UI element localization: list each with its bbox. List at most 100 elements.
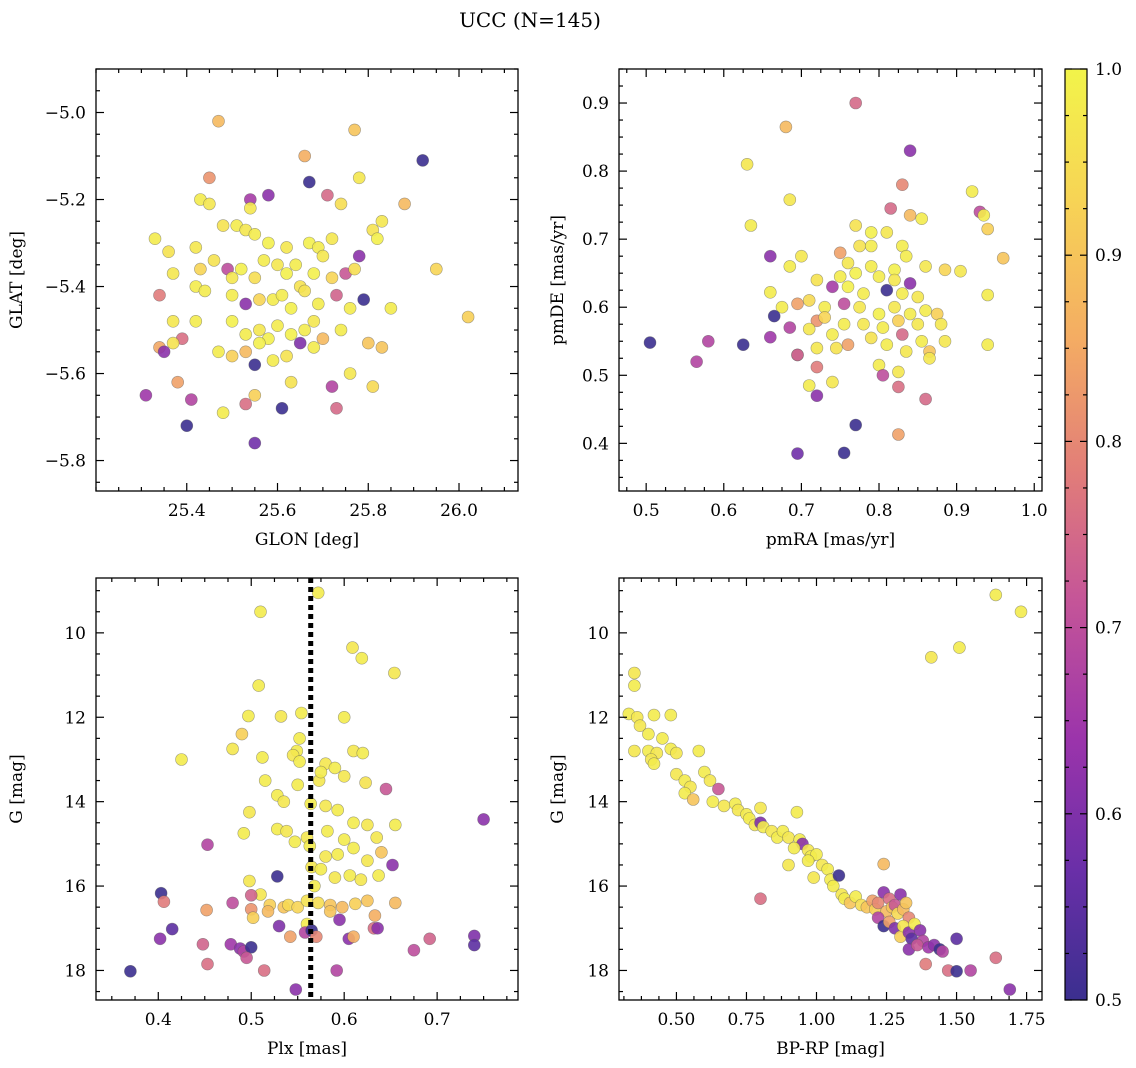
- data-point: [253, 323, 266, 337]
- data-point: [763, 249, 777, 263]
- data-point: [347, 930, 360, 944]
- x-tick-label: 0.6: [710, 501, 737, 521]
- data-point: [175, 753, 188, 766]
- data-point: [892, 365, 905, 379]
- data-point: [334, 323, 348, 337]
- data-point: [337, 710, 351, 724]
- data-point: [272, 919, 286, 933]
- data-point: [656, 732, 669, 745]
- data-point: [337, 769, 351, 783]
- data-point: [837, 446, 851, 460]
- x-tick-label: 26.0: [440, 501, 478, 521]
- data-point: [826, 879, 840, 893]
- y-tick-label: 16: [587, 877, 609, 897]
- data-point: [371, 921, 384, 935]
- data-point: [361, 894, 374, 908]
- data-point: [818, 311, 832, 324]
- data-point: [833, 270, 847, 283]
- data-point: [302, 175, 316, 189]
- plot-frame: [95, 68, 519, 492]
- x-tick-label: 25.6: [259, 501, 297, 521]
- data-point: [802, 322, 816, 336]
- data-point: [857, 317, 870, 331]
- data-point: [950, 964, 963, 978]
- data-point: [275, 288, 289, 302]
- data-point: [864, 260, 878, 273]
- data-point: [853, 300, 866, 314]
- data-point: [911, 290, 925, 304]
- data-point: [262, 236, 275, 250]
- plot-frame: [618, 68, 1043, 492]
- data-point: [849, 418, 863, 432]
- data-point: [375, 845, 388, 859]
- data-point: [203, 171, 216, 185]
- data-point: [280, 241, 293, 254]
- y-tick-label: 16: [64, 877, 86, 897]
- data-point: [910, 938, 924, 952]
- data-point: [767, 309, 781, 323]
- data-point: [787, 841, 801, 855]
- data-point: [810, 341, 824, 355]
- data-point: [763, 285, 777, 299]
- data-point: [298, 323, 312, 337]
- data-point: [288, 835, 302, 849]
- data-point: [321, 188, 334, 202]
- data-point: [328, 871, 342, 884]
- data-point: [284, 301, 298, 315]
- data-point: [888, 273, 901, 287]
- data-point: [216, 219, 230, 232]
- y-tick-label: −5.4: [45, 278, 86, 298]
- data-point: [915, 212, 929, 225]
- data-point: [203, 197, 216, 211]
- x-tick-label: 1.50: [938, 1010, 976, 1030]
- plot-frame: [95, 577, 519, 1001]
- data-point: [775, 300, 789, 314]
- data-point: [347, 816, 360, 830]
- data-point: [791, 297, 804, 311]
- colorbar-tick-label: 0.9: [1095, 246, 1122, 266]
- ticks: 25.4 25.6 25.8 26.0 −5.0 −5.2 −5.4 −5.6 −5.8: [45, 68, 518, 521]
- data-point: [379, 782, 393, 796]
- data-point: [919, 957, 933, 971]
- data-point: [298, 149, 312, 163]
- data-point: [829, 341, 843, 355]
- data-point: [416, 154, 430, 167]
- data-point: [919, 392, 932, 406]
- x-tick-label: 0.8: [865, 501, 892, 521]
- data-point: [892, 428, 905, 441]
- data-point: [252, 679, 266, 692]
- data-point: [266, 354, 280, 367]
- data-point: [467, 938, 481, 952]
- data-point: [200, 903, 213, 917]
- data-point: [356, 746, 370, 760]
- data-point: [262, 188, 275, 202]
- data-point: [690, 355, 703, 369]
- data-point: [954, 264, 967, 278]
- data-point: [289, 983, 303, 996]
- x-tick-label: 0.9: [943, 501, 970, 521]
- data-point: [1003, 983, 1017, 996]
- data-point: [165, 922, 179, 936]
- data-point: [795, 249, 808, 263]
- ticks: 0.50 0.75 1.00 1.25 1.50 1.75 10 12 14 16 18: [587, 578, 1046, 1030]
- x-tick-label: 0.5: [633, 501, 660, 521]
- y-tick-label: 12: [587, 708, 609, 728]
- x-tick-label: 1.75: [1008, 1010, 1046, 1030]
- data-point: [283, 930, 297, 944]
- data-point: [254, 605, 267, 619]
- data-point: [166, 336, 180, 350]
- data-point: [343, 869, 357, 882]
- y-tick-label: 0.7: [582, 230, 609, 250]
- data-point: [628, 679, 641, 692]
- data-point: [981, 222, 995, 236]
- data-point: [849, 96, 863, 110]
- data-point: [372, 869, 385, 882]
- data-point: [388, 666, 401, 680]
- data-point: [289, 258, 303, 272]
- data-point: [934, 317, 948, 331]
- y-tick-label: 18: [64, 961, 86, 981]
- x-tick-label: 0.7: [424, 1010, 451, 1030]
- data-point: [692, 744, 706, 758]
- x-tick-label: 0.7: [788, 501, 815, 521]
